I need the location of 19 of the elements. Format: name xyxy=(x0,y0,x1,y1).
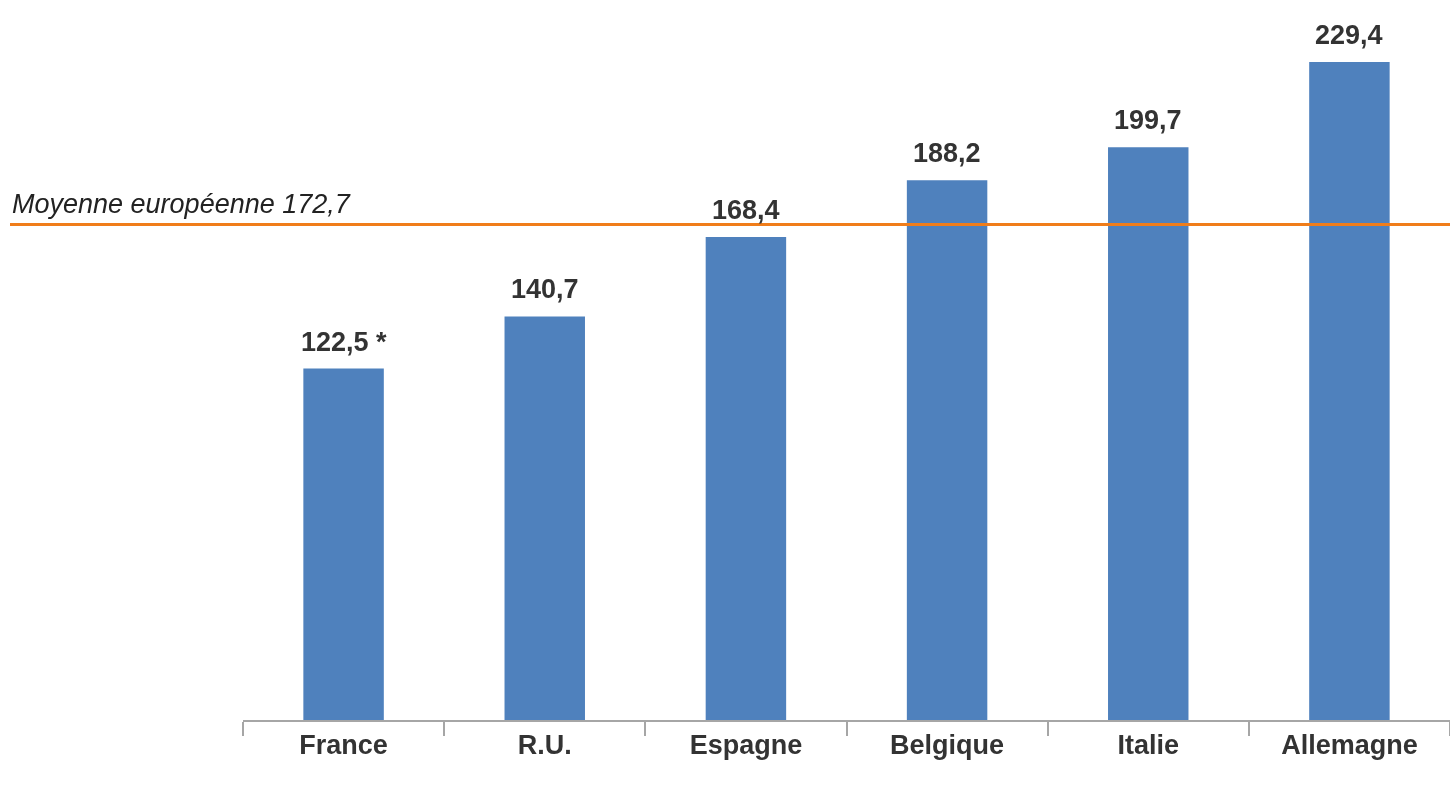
bar xyxy=(705,236,787,720)
data-label: 122,5 * xyxy=(301,327,388,357)
data-label: 229,4 xyxy=(1315,20,1383,50)
x-tick-label: R.U. xyxy=(517,730,572,761)
x-tick-label: France xyxy=(299,730,388,761)
x-tick-label: Italie xyxy=(1117,730,1180,761)
x-tick-label: Espagne xyxy=(689,730,803,761)
data-label: 188,2 xyxy=(913,138,981,168)
data-label: 199,7 xyxy=(1114,105,1182,135)
bar xyxy=(906,180,988,720)
x-tick-label: Belgique xyxy=(890,730,1005,761)
data-label: 168,4 xyxy=(712,195,780,225)
data-label: 140,7 xyxy=(511,274,579,304)
bar xyxy=(1309,61,1390,720)
bar xyxy=(303,368,384,720)
bar xyxy=(504,316,585,720)
x-tick-label: Allemagne xyxy=(1281,730,1418,761)
ref-line-label: Moyenne européenne 172,7 xyxy=(12,189,351,219)
bar xyxy=(1108,147,1189,720)
